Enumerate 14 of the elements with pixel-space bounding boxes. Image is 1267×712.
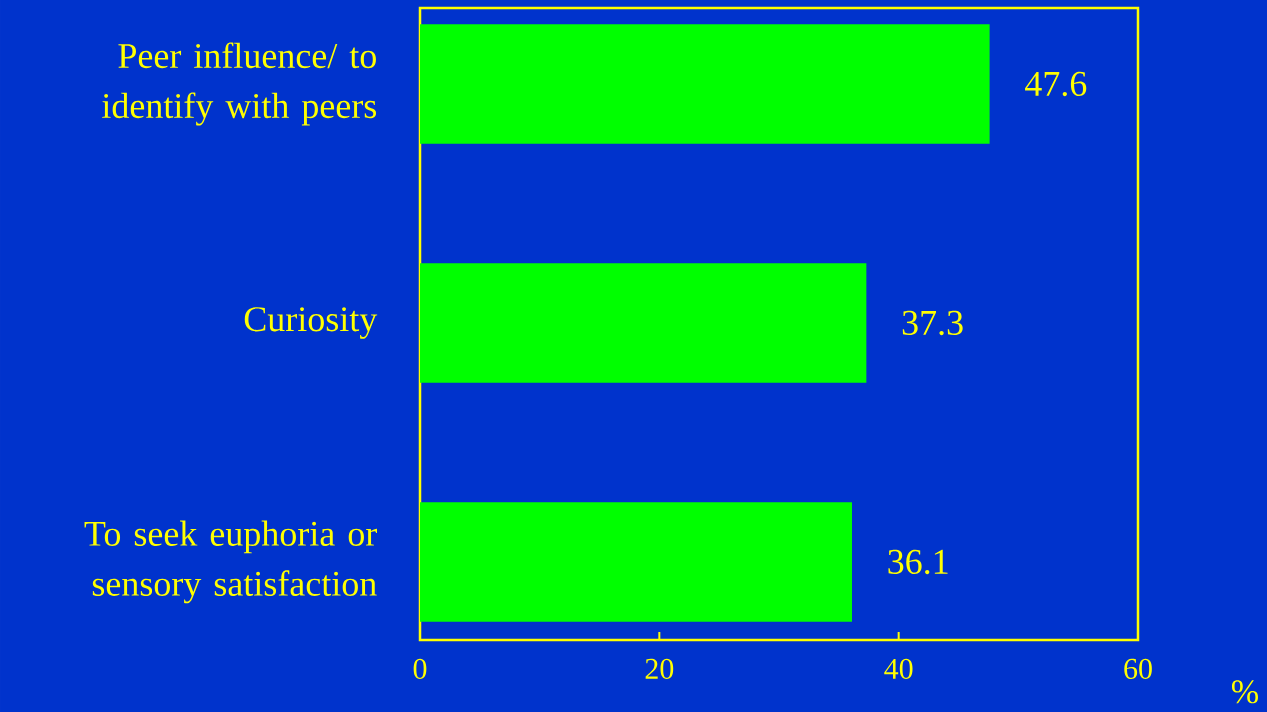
data-label: 36.1	[888, 549, 948, 575]
data-label: 47.6	[1025, 71, 1087, 97]
bar	[420, 24, 990, 144]
bar	[420, 263, 867, 383]
y-tick-label: Curiosity	[244, 307, 378, 339]
x-tick-label: 60	[1124, 658, 1152, 679]
x-tick-label: 20	[645, 658, 674, 679]
y-tick-label: Peer influence/ to identify with peers	[102, 42, 377, 126]
data-label: 37.3	[902, 310, 963, 336]
x-tick-label: 0	[413, 658, 427, 679]
x-tick-label: 40	[884, 658, 913, 679]
y-tick-label: To seek euphoria or sensory satisfaction	[84, 520, 377, 604]
bar	[420, 502, 852, 622]
x-axis-title: %	[1231, 680, 1258, 704]
